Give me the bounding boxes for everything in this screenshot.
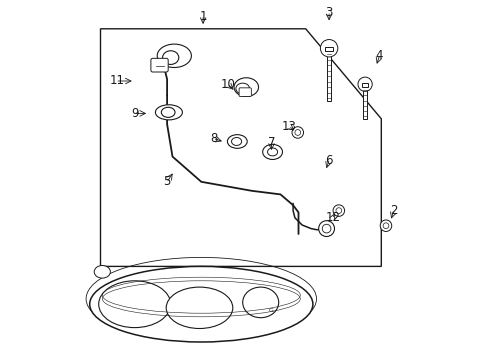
FancyBboxPatch shape (239, 88, 251, 96)
Ellipse shape (231, 138, 241, 145)
Circle shape (357, 77, 371, 91)
Polygon shape (363, 87, 366, 119)
Text: 3: 3 (325, 6, 332, 19)
Text: 6: 6 (325, 154, 332, 167)
Ellipse shape (242, 287, 278, 318)
Text: 7: 7 (267, 136, 275, 149)
Circle shape (318, 221, 334, 237)
Circle shape (332, 205, 344, 216)
Ellipse shape (163, 51, 179, 64)
Ellipse shape (235, 83, 249, 94)
Text: 4: 4 (375, 49, 383, 62)
Circle shape (380, 220, 391, 231)
Ellipse shape (267, 148, 277, 156)
Text: 2: 2 (389, 204, 397, 217)
Ellipse shape (99, 281, 170, 328)
Text: 8: 8 (210, 132, 217, 145)
Ellipse shape (94, 266, 110, 278)
Ellipse shape (227, 135, 247, 148)
Ellipse shape (234, 78, 258, 96)
Ellipse shape (89, 266, 312, 342)
Polygon shape (101, 29, 381, 266)
Circle shape (335, 208, 341, 213)
Circle shape (382, 223, 388, 229)
Text: 5: 5 (163, 175, 170, 188)
Circle shape (294, 130, 300, 135)
Ellipse shape (155, 105, 182, 120)
Text: 9: 9 (131, 107, 138, 120)
Text: 1: 1 (199, 10, 206, 23)
FancyBboxPatch shape (325, 47, 332, 51)
Ellipse shape (161, 107, 175, 117)
FancyBboxPatch shape (151, 58, 168, 72)
Circle shape (320, 40, 337, 57)
Text: 13: 13 (282, 120, 296, 133)
Polygon shape (326, 51, 330, 101)
Ellipse shape (166, 287, 232, 328)
Text: 12: 12 (325, 211, 340, 224)
Circle shape (322, 224, 330, 233)
Ellipse shape (262, 144, 282, 159)
Text: 10: 10 (221, 78, 235, 91)
Circle shape (291, 127, 303, 138)
Text: 11: 11 (109, 75, 124, 87)
Ellipse shape (157, 44, 191, 68)
Text: G: G (268, 308, 273, 313)
FancyBboxPatch shape (361, 83, 367, 87)
